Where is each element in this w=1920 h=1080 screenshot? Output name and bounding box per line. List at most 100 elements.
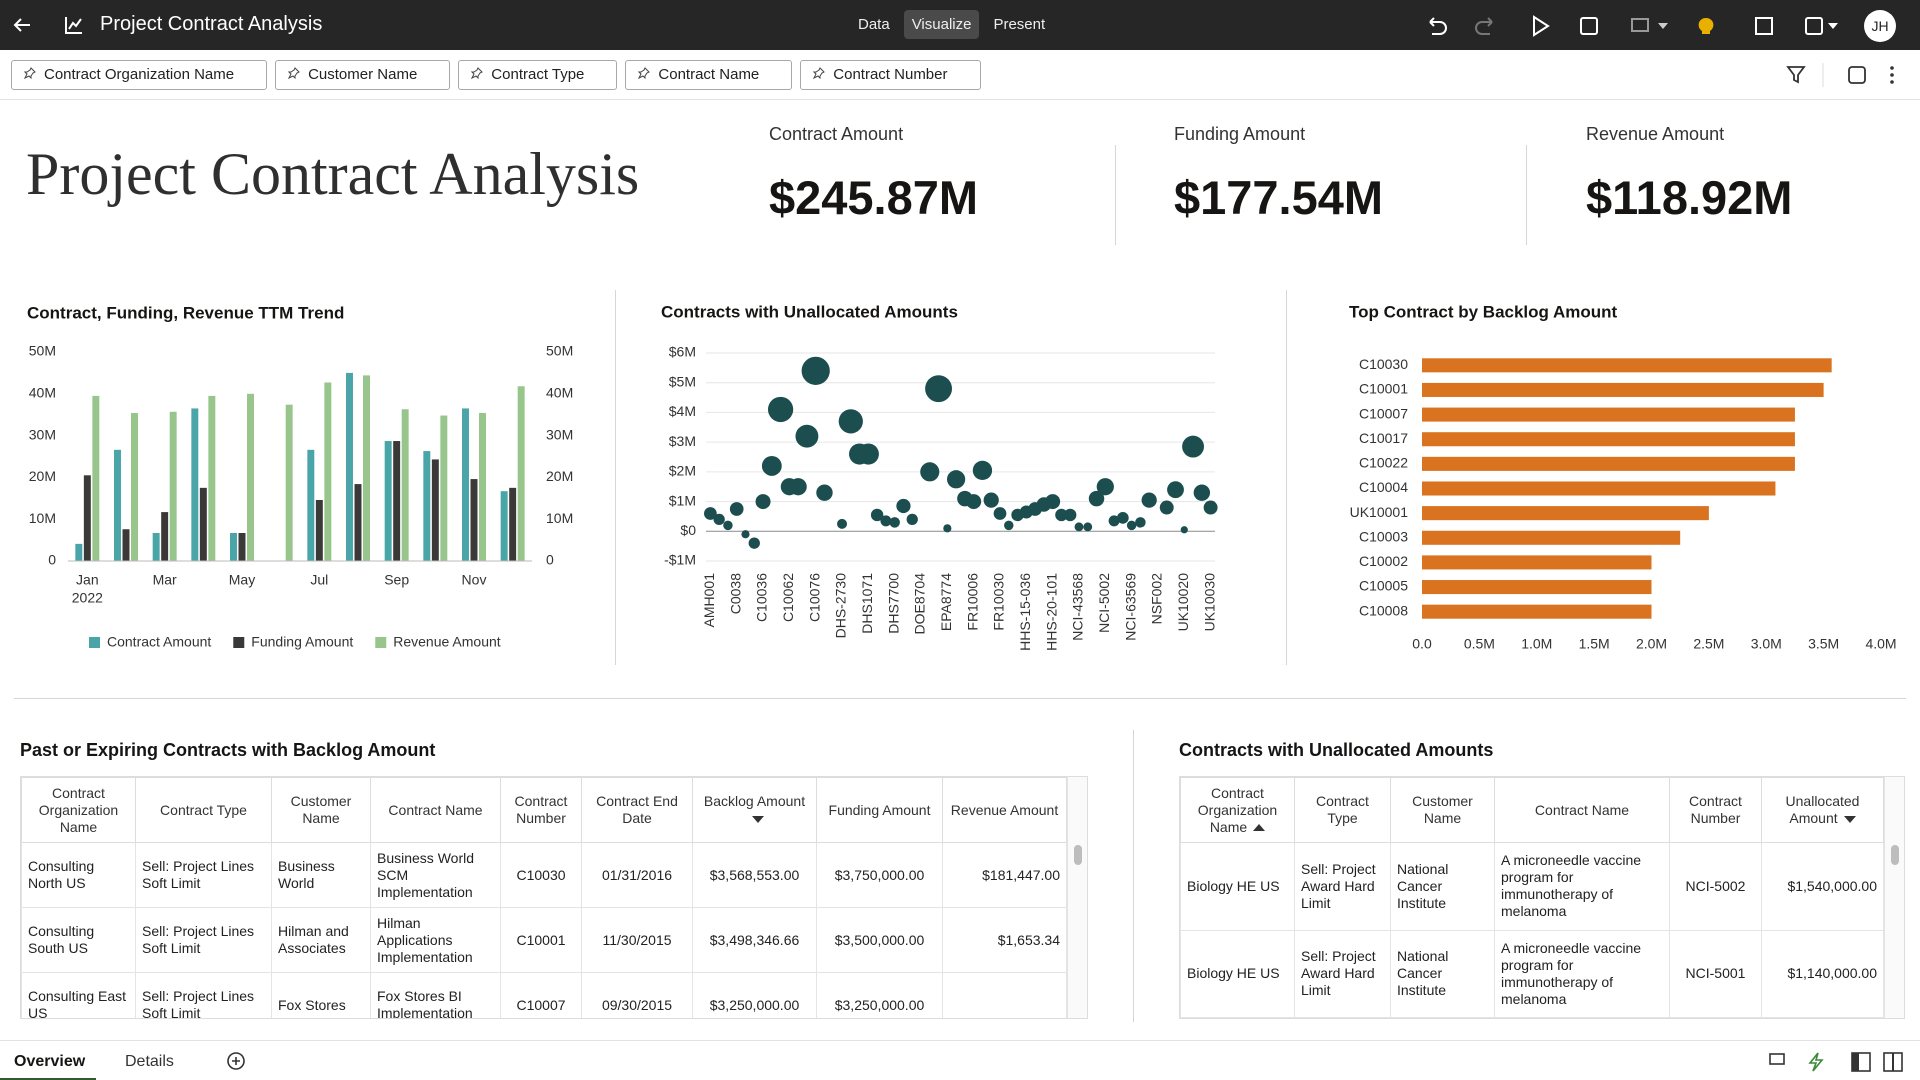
cell xyxy=(943,973,1067,1020)
column-header[interactable]: Contract Name xyxy=(371,778,501,843)
play[interactable] xyxy=(1534,17,1548,35)
header-label: Contract Number xyxy=(1689,793,1742,826)
column-header[interactable]: Contract Organization Name xyxy=(1181,778,1295,843)
bar xyxy=(471,479,478,561)
export[interactable] xyxy=(1756,18,1772,34)
column-header[interactable]: Unallocated Amount xyxy=(1762,778,1884,843)
bar xyxy=(200,488,207,561)
bubble xyxy=(973,461,992,480)
bubble xyxy=(947,470,965,488)
bubble xyxy=(1064,509,1076,521)
cell: Sell: Project Award Hard Limit xyxy=(1295,843,1391,931)
x-tick-label: 1.5M xyxy=(1579,636,1610,652)
cell: Sell: Project Award Hard Limit xyxy=(1295,930,1391,1018)
sort-indicator[interactable] xyxy=(1844,816,1856,823)
redo[interactable] xyxy=(1476,18,1492,34)
column-header[interactable]: Revenue Amount xyxy=(943,778,1067,843)
more-menu[interactable] xyxy=(1890,66,1894,70)
column-header[interactable]: Contract Number xyxy=(1670,778,1762,843)
mode-tab[interactable]: Visualize xyxy=(904,10,980,39)
bar xyxy=(230,533,237,561)
bar xyxy=(84,475,91,561)
bubble xyxy=(795,425,818,448)
mode-tab[interactable]: Data xyxy=(850,10,898,39)
header-label: Customer Name xyxy=(291,793,352,826)
bubble xyxy=(1127,521,1136,530)
bar xyxy=(1422,481,1775,495)
filter-button[interactable] xyxy=(1788,67,1804,82)
cell: 01/31/2016 xyxy=(582,843,693,908)
cell: National Cancer Institute xyxy=(1391,930,1495,1018)
cell: Fox Stores xyxy=(272,973,371,1020)
save[interactable] xyxy=(1806,18,1822,34)
column-header[interactable]: Customer Name xyxy=(1391,778,1495,843)
column-header[interactable]: Contract Type xyxy=(136,778,272,843)
comments-menu[interactable] xyxy=(1658,23,1668,29)
x-tick-label: NCI-43568 xyxy=(1070,573,1086,641)
scroll-thumb[interactable] xyxy=(1074,845,1082,865)
column-header[interactable]: Backlog Amount xyxy=(693,778,817,843)
bar xyxy=(1422,605,1652,619)
bar xyxy=(316,500,323,561)
y-tick-label: 0 xyxy=(48,552,56,568)
y-tick-label: $3M xyxy=(669,433,696,449)
table-head: Contract Organization NameContract Type C… xyxy=(22,778,1067,843)
data-refresh[interactable] xyxy=(1581,18,1597,34)
column-header[interactable]: Funding Amount xyxy=(817,778,943,843)
column-header[interactable]: Contract Name xyxy=(1495,778,1670,843)
header-row: Contract Organization NameContract TypeC… xyxy=(1181,778,1884,843)
y-tick-label: C10005 xyxy=(1359,578,1408,594)
cell: $181,447.00 xyxy=(943,843,1067,908)
canvas-tab[interactable]: Details xyxy=(125,1053,174,1071)
filter-pill[interactable]: Contract Name xyxy=(625,60,792,90)
back-button[interactable] xyxy=(12,15,32,35)
column-header[interactable]: Contract Type xyxy=(1295,778,1391,843)
mode-tab[interactable]: Present xyxy=(985,10,1053,39)
cell: Consulting East US xyxy=(22,973,136,1020)
bar xyxy=(114,450,121,561)
x-tick-label: C10062 xyxy=(780,573,796,622)
y-tick-label: C10003 xyxy=(1359,528,1408,544)
x-tick-label: 0.5M xyxy=(1464,636,1495,652)
save-menu[interactable] xyxy=(1828,23,1838,29)
bar xyxy=(518,386,525,561)
x-tick-label: FR10006 xyxy=(964,573,980,631)
canvas-tab[interactable]: Overview xyxy=(14,1053,85,1071)
table-frame: Contract Organization NameContract Type C… xyxy=(20,776,1088,1019)
sort-indicator[interactable] xyxy=(1253,824,1265,831)
filter-pill[interactable]: Contract Number xyxy=(800,60,980,90)
autoinsights-button[interactable] xyxy=(1810,1053,1822,1071)
presenter-button[interactable] xyxy=(1770,1054,1784,1064)
add-canvas[interactable] xyxy=(226,1051,246,1071)
bubble xyxy=(984,492,999,507)
undo[interactable] xyxy=(1430,18,1446,34)
scrollbar[interactable] xyxy=(1067,777,1087,1018)
filter-pill[interactable]: Contract Organization Name xyxy=(11,60,267,90)
layout-button[interactable] xyxy=(1849,67,1865,83)
header-row: Contract Organization NameContract Type C… xyxy=(22,778,1067,843)
comments[interactable] xyxy=(1632,19,1648,31)
sort-indicator[interactable] xyxy=(752,816,764,823)
bubble xyxy=(816,484,832,500)
column-header[interactable]: Customer Name xyxy=(272,778,371,843)
bar xyxy=(402,409,409,561)
bubble xyxy=(762,456,782,476)
scroll-thumb[interactable] xyxy=(1891,845,1899,865)
bubble xyxy=(994,507,1007,520)
y-tick-label: 20M xyxy=(29,468,56,484)
user-avatar[interactable]: JH xyxy=(1864,10,1896,42)
column-header[interactable]: Contract End Date xyxy=(582,778,693,843)
x-tick-label: UK10020 xyxy=(1175,573,1191,632)
column-header[interactable]: Contract Organization Name xyxy=(22,778,136,843)
scrollbar[interactable] xyxy=(1884,777,1904,1018)
bubble xyxy=(1181,526,1188,533)
filter-pill[interactable]: Customer Name xyxy=(275,60,450,90)
filter-pill[interactable]: Contract Type xyxy=(458,60,617,90)
cell: Business World SCM Implementation xyxy=(371,843,501,908)
column-header[interactable]: Contract Number xyxy=(501,778,582,843)
cell: Sell: Project Lines Soft Limit xyxy=(136,843,272,908)
insights[interactable] xyxy=(1699,18,1714,34)
header-label: Contract Organization Name xyxy=(1198,785,1277,835)
bubble xyxy=(943,524,951,532)
